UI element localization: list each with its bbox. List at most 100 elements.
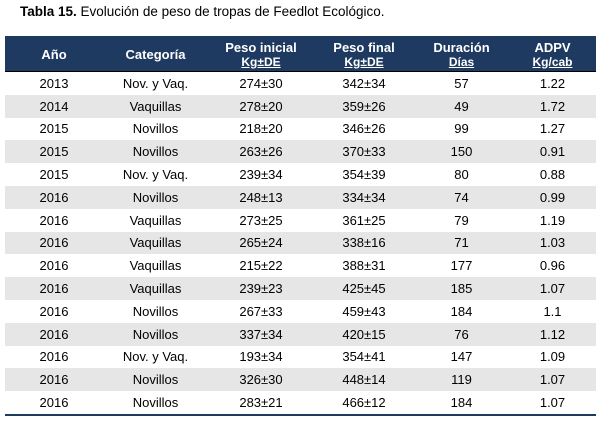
table-cell: Novillos: [132, 121, 179, 137]
table-cell: 263±26: [208, 140, 314, 164]
table-cell: 342±34: [314, 70, 414, 95]
column-header-unit: Kg/cab: [532, 54, 573, 69]
table-cell: 185: [414, 277, 509, 300]
table-row: 2016 Novillos 326±30 448±14 119 1.07: [5, 368, 596, 392]
weight-evolution-table: Año Categoría Peso inicial Kg±DE Peso final K…: [5, 36, 596, 416]
table-cell: 334±34: [314, 185, 414, 209]
table-cell: 2016: [5, 391, 103, 416]
table-cell: 49: [414, 94, 509, 118]
table-cell: Nov. y Vaq.: [122, 167, 189, 183]
table-row: 2016 Novillos 337±34 420±15 76 1.12: [5, 322, 596, 346]
table-cell: 57: [414, 70, 509, 95]
table-cell: Nov. y Vaq.: [122, 349, 189, 365]
table-cell: Novillos: [103, 140, 208, 164]
table-cell: 2015: [39, 121, 69, 137]
table-cell: 459±43: [342, 303, 386, 319]
table-cell: 79: [454, 212, 469, 228]
table-cell: 2015: [5, 140, 103, 164]
table-cell: 0.91: [509, 140, 596, 164]
column-header: Categoría: [103, 37, 208, 72]
table-row: 2015 Novillos 218±20 346±26 99 1.27: [5, 118, 596, 141]
table-cell: 338±16: [314, 231, 414, 255]
table-row: 2016 Novillos 248±13 334±34 74 0.99: [5, 185, 596, 209]
table-cell: 2016: [5, 368, 103, 392]
table-cell: 2014: [5, 94, 103, 118]
table-cell: 274±30: [208, 70, 314, 95]
table-cell: 359±26: [314, 94, 414, 118]
table-cell: 2016: [39, 212, 69, 228]
table-cell: 337±34: [208, 322, 314, 346]
column-header-label: Año: [41, 46, 67, 62]
table-cell: 1.09: [539, 349, 566, 365]
table-cell: 425±45: [314, 277, 414, 300]
table-cell: 1.12: [509, 322, 596, 346]
table-cell: 2016: [5, 231, 103, 255]
table-cell: 361±25: [342, 212, 386, 228]
caption-text: Evolución de peso de tropas de Feedlot E…: [76, 4, 385, 19]
table-cell: 0.96: [539, 258, 566, 274]
table-cell: 184: [414, 391, 509, 416]
table-cell: 99: [454, 121, 469, 137]
column-header: Peso final Kg±DE: [314, 37, 414, 72]
table-cell: 239±23: [208, 277, 314, 300]
table-cell: 1.07: [509, 391, 596, 416]
column-header-label: Duración: [433, 39, 490, 55]
table-cell: 2016: [39, 349, 69, 365]
table-row: 2016 Novillos 267±33 459±43 184 1.1: [5, 300, 596, 323]
table-cell: 326±30: [208, 368, 314, 392]
column-header-label: Categoría: [125, 46, 186, 62]
table-cell: 0.88: [539, 167, 566, 183]
column-header-label: ADPV: [534, 39, 571, 55]
table-cell: 2013: [5, 70, 103, 95]
table-cell: 147: [450, 349, 473, 365]
table-cell: 2016: [39, 258, 69, 274]
table-cell: 420±15: [314, 322, 414, 346]
table-row: 2015 Nov. y Vaq. 239±34 354±39 80 0.88: [5, 163, 596, 186]
table-cell: 273±25: [239, 212, 283, 228]
table-cell: 80: [454, 167, 469, 183]
table-cell: 215±22: [239, 258, 283, 274]
table-row: 2013 Nov. y Vaq. 274±30 342±34 57 1.22: [5, 70, 596, 95]
table-cell: 150: [414, 140, 509, 164]
table-cell: 1.1: [543, 303, 562, 319]
table-cell: 76: [414, 322, 509, 346]
table-cell: Vaquillas: [103, 277, 208, 300]
table-cell: 265±24: [208, 231, 314, 255]
table-row: 2016 Vaquillas 273±25 361±25 79 1.19: [5, 209, 596, 232]
table-row: 2016 Vaquillas 215±22 388±31 177 0.96: [5, 254, 596, 277]
table-row: 2016 Vaquillas 239±23 425±45 185 1.07: [5, 277, 596, 300]
column-header: Año: [5, 37, 103, 72]
table-cell: 248±13: [208, 185, 314, 209]
table-cell: Novillos: [103, 185, 208, 209]
table-cell: Nov. y Vaq.: [103, 70, 208, 95]
table-caption: Tabla 15. Evolución de peso de tropas de…: [20, 3, 384, 21]
table-cell: Vaquillas: [129, 212, 182, 228]
table-cell: 1.27: [539, 121, 566, 137]
table-cell: Novillos: [103, 322, 208, 346]
table-cell: 1.03: [509, 231, 596, 255]
table-cell: 283±21: [208, 391, 314, 416]
table-cell: 119: [414, 368, 509, 392]
table-row: 2016 Novillos 283±21 466±12 184 1.07: [5, 391, 596, 416]
table-cell: 239±34: [239, 167, 283, 183]
table-cell: 74: [414, 185, 509, 209]
table-cell: 218±20: [239, 121, 283, 137]
table-cell: Vaquillas: [129, 258, 182, 274]
table-cell: 1.22: [509, 70, 596, 95]
table-cell: Novillos: [132, 303, 179, 319]
table-cell: 448±14: [314, 368, 414, 392]
table-cell: 466±12: [314, 391, 414, 416]
table-cell: 1.72: [509, 94, 596, 118]
column-header-label: Peso final: [333, 39, 395, 55]
table-cell: 2016: [5, 277, 103, 300]
column-header-unit: Kg±DE: [241, 54, 281, 69]
table-cell: 278±20: [208, 94, 314, 118]
table-cell: 177: [450, 258, 473, 274]
table-cell: Vaquillas: [103, 231, 208, 255]
column-header-unit: Días: [448, 54, 475, 69]
table-cell: 193±34: [239, 349, 283, 365]
table-cell: 1.07: [509, 368, 596, 392]
table-cell: 184: [450, 303, 473, 319]
table-cell: 2016: [5, 185, 103, 209]
table-cell: 2016: [39, 303, 69, 319]
